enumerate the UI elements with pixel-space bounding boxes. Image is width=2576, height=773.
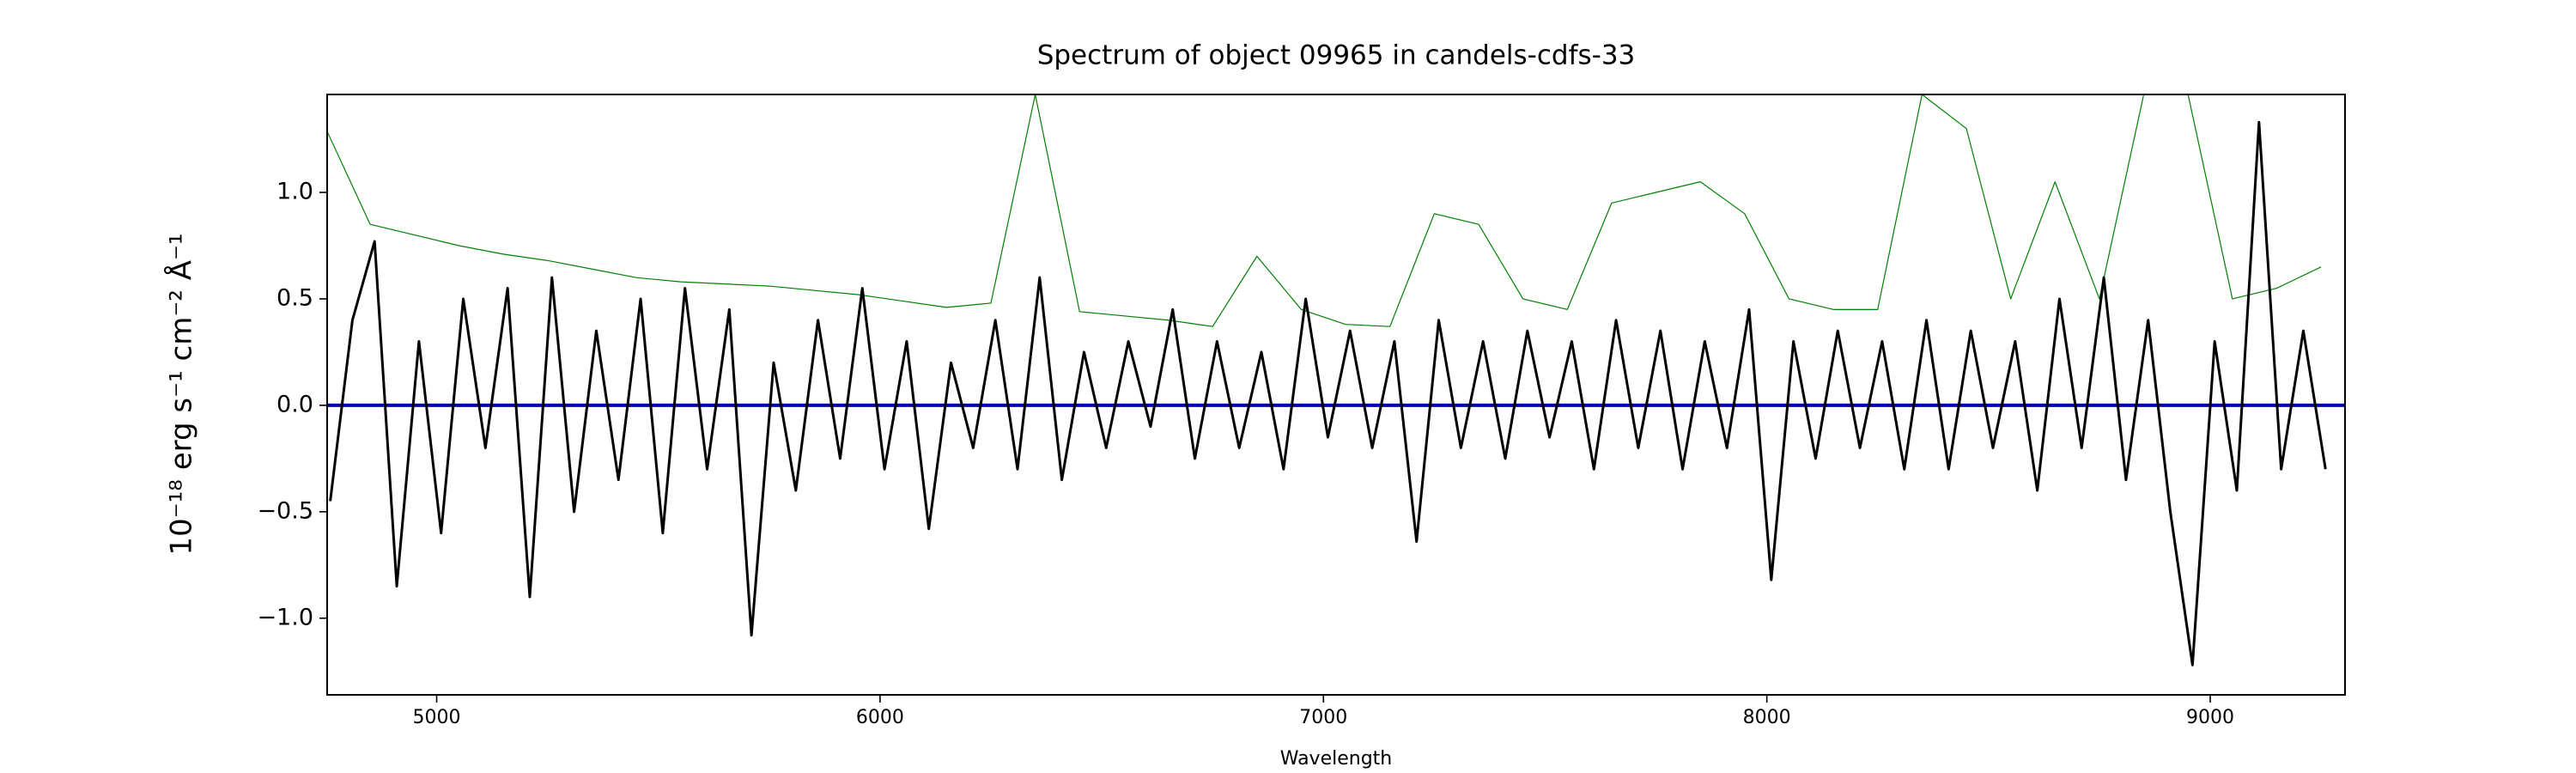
y-tick-label: 0.0 — [276, 391, 313, 417]
chart-title: Spectrum of object 09965 in candels-cdfs… — [1037, 40, 1636, 71]
y-tick-label: 1.0 — [276, 179, 313, 205]
axes-frame — [326, 94, 2346, 696]
x-tick-label: 5000 — [413, 707, 461, 728]
spectrum-line — [327, 94, 2322, 327]
x-tick-label: 9000 — [2186, 707, 2234, 728]
spectrum-line — [329, 120, 2327, 666]
y-tick-label: −0.5 — [257, 497, 313, 524]
y-axis-label: 10⁻¹⁸ erg s⁻¹ cm⁻² Å⁻¹ — [164, 233, 199, 555]
x-tick-label: 8000 — [1743, 707, 1791, 728]
y-tick-label: −1.0 — [257, 604, 313, 630]
y-tick-label: 0.5 — [276, 284, 313, 311]
x-tick-label: 7000 — [1299, 707, 1347, 728]
plot-area — [327, 94, 2345, 666]
x-tick-label: 6000 — [856, 707, 904, 728]
x-axis-label: Wavelength — [1280, 748, 1393, 770]
